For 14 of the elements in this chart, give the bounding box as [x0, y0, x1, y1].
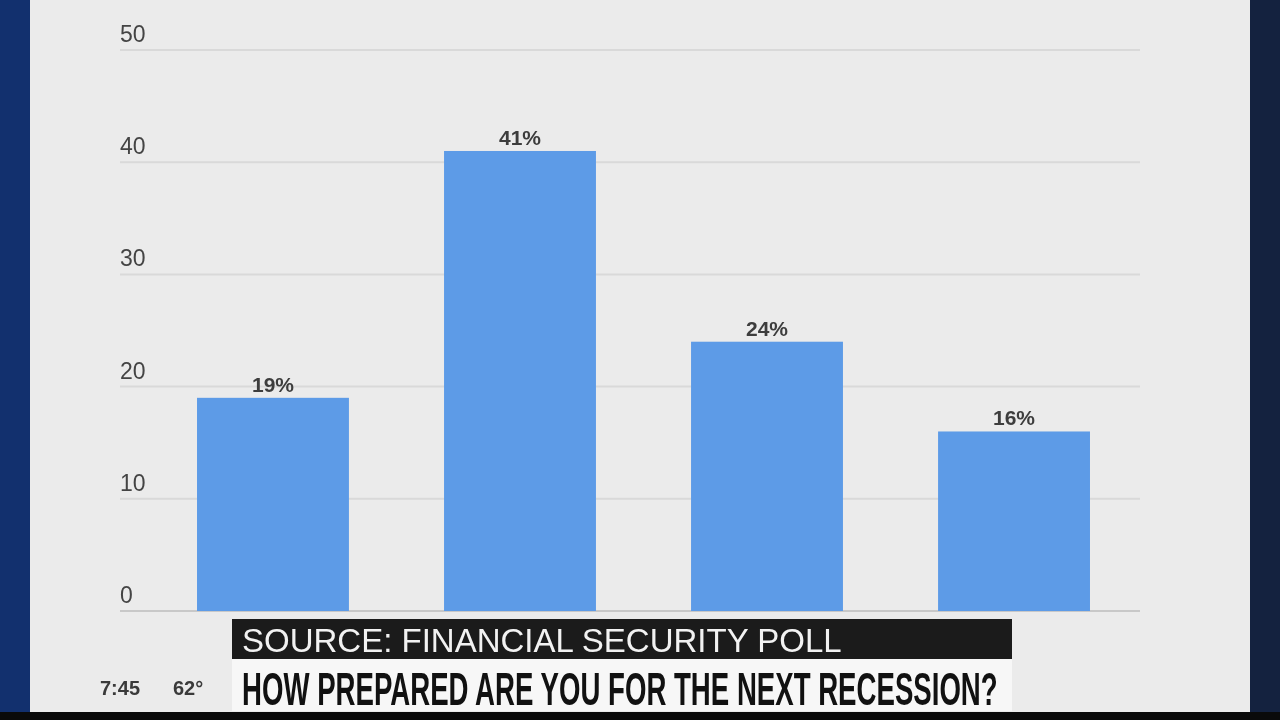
y-tick-label: 40 [120, 133, 146, 160]
data-label: 19% [251, 372, 295, 396]
y-tick-label: 20 [120, 357, 146, 384]
text: 62° [173, 677, 204, 699]
source-note: SOURCE: FINANCIAL SECURITY POLL [242, 622, 842, 659]
y-tick-label: 0 [120, 582, 133, 608]
data-label: 24% [745, 316, 789, 340]
y-tick-label: 30 [120, 245, 146, 272]
y-tick-label: 50 [120, 21, 146, 47]
text: 7:45 [100, 677, 141, 699]
data-label: 41% [498, 125, 542, 149]
data-label: 16% [993, 406, 1036, 430]
y-tick-label: 10 [120, 469, 146, 496]
text: HOW PREPARED ARE YOU FOR THE NEXT RECESSION? [242, 663, 998, 715]
